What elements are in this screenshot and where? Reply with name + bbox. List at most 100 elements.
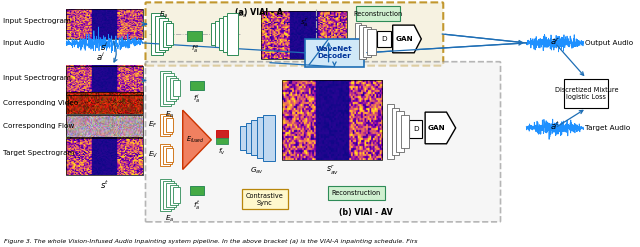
Text: $f_a^e$: $f_a^e$ — [191, 44, 198, 56]
Bar — [392, 108, 399, 155]
Bar — [188, 31, 202, 41]
Bar — [166, 148, 173, 162]
Text: Output Audio: Output Audio — [586, 40, 634, 46]
Bar — [170, 78, 178, 99]
Bar — [215, 21, 223, 47]
Bar — [328, 186, 385, 200]
Text: Input Audio: Input Audio — [3, 40, 45, 46]
Bar — [356, 6, 400, 21]
Polygon shape — [425, 112, 456, 144]
Text: Corresponding Flow: Corresponding Flow — [3, 123, 74, 129]
Text: Corresponding Video: Corresponding Video — [3, 100, 79, 106]
Bar — [242, 189, 288, 209]
Bar — [163, 21, 171, 47]
Text: $E_F$: $E_F$ — [148, 120, 158, 130]
Bar — [160, 179, 172, 211]
Bar — [363, 27, 371, 57]
Bar — [227, 13, 238, 55]
Text: Target Spectrogram: Target Spectrogram — [3, 150, 75, 156]
Bar — [166, 76, 176, 101]
Bar — [163, 146, 172, 164]
Polygon shape — [182, 110, 211, 169]
Text: $s_{av}^r$: $s_{av}^r$ — [326, 163, 339, 177]
Text: $f_v$: $f_v$ — [218, 147, 226, 157]
Bar — [190, 81, 204, 90]
Text: $s^t$: $s^t$ — [100, 178, 109, 191]
Bar — [67, 115, 143, 137]
Text: D: D — [413, 126, 419, 132]
Bar — [163, 116, 172, 134]
Bar — [190, 186, 204, 195]
Bar — [173, 81, 180, 96]
Bar — [67, 9, 143, 39]
Text: $E_{fused}$: $E_{fused}$ — [186, 135, 205, 145]
Bar — [257, 117, 268, 158]
Bar — [166, 118, 173, 132]
Text: $f_a^t$: $f_a^t$ — [193, 198, 201, 210]
Bar — [240, 126, 248, 150]
Text: Input Spectrogram: Input Spectrogram — [3, 18, 71, 24]
Text: $a^t$: $a^t$ — [550, 120, 560, 132]
Polygon shape — [393, 25, 421, 53]
Text: $E_V$: $E_V$ — [148, 149, 158, 160]
Bar — [282, 81, 382, 160]
Bar — [216, 130, 228, 138]
Text: $E_a$: $E_a$ — [159, 10, 168, 21]
Text: $f_a^i$: $f_a^i$ — [193, 93, 201, 106]
Bar — [160, 71, 172, 106]
Bar — [67, 138, 143, 175]
Bar — [160, 144, 170, 165]
Text: GAN: GAN — [428, 125, 445, 131]
Bar — [67, 92, 143, 114]
Text: Contrastive
Sync: Contrastive Sync — [246, 193, 284, 206]
Bar — [387, 104, 394, 159]
Text: Reconstruction: Reconstruction — [332, 190, 381, 196]
Text: (a) VIAI - A: (a) VIAI - A — [235, 8, 283, 17]
Bar — [170, 185, 178, 205]
Bar — [163, 73, 173, 104]
Text: (b) VIAI - AV: (b) VIAI - AV — [339, 208, 392, 217]
Bar — [151, 13, 163, 55]
Text: $a^r$: $a^r$ — [550, 35, 560, 47]
Bar — [261, 11, 347, 59]
Text: $E_a$: $E_a$ — [164, 214, 174, 224]
Text: Figure 3. The whole Vision-Infused Audio Inpainting system pipeline. In the abov: Figure 3. The whole Vision-Infused Audio… — [4, 239, 418, 244]
Bar — [378, 31, 391, 47]
Bar — [166, 23, 173, 45]
Bar — [211, 23, 218, 45]
Bar — [397, 111, 404, 152]
Bar — [355, 23, 361, 61]
Bar — [252, 120, 261, 155]
Bar — [263, 115, 275, 161]
Bar — [219, 18, 228, 50]
FancyBboxPatch shape — [145, 2, 444, 66]
Bar — [163, 181, 173, 209]
Bar — [401, 115, 410, 148]
Bar — [155, 16, 165, 52]
Bar — [359, 25, 366, 59]
Text: $G_{av}$: $G_{av}$ — [250, 165, 264, 176]
Bar — [305, 39, 364, 67]
Text: D: D — [381, 36, 387, 42]
Bar — [367, 29, 376, 55]
Text: Input Spectrogram: Input Spectrogram — [3, 75, 71, 81]
Text: WaveNet
Decoder: WaveNet Decoder — [316, 46, 353, 59]
Text: $s^i$: $s^i$ — [100, 41, 109, 53]
Text: Discretized Mixture
logistic Loss: Discretized Mixture logistic Loss — [555, 87, 618, 100]
Text: $G_a$: $G_a$ — [237, 10, 247, 21]
Bar — [160, 114, 170, 136]
Bar — [159, 18, 168, 50]
Bar — [246, 123, 254, 153]
Bar — [216, 138, 228, 144]
Text: $s_a^r$: $s_a^r$ — [300, 16, 308, 28]
Text: $E_a$: $E_a$ — [164, 110, 174, 120]
Bar — [223, 16, 233, 52]
Text: GAN: GAN — [396, 36, 413, 42]
Text: $a^i$: $a^i$ — [96, 51, 106, 63]
Text: Reconstruction: Reconstruction — [354, 11, 403, 17]
Bar — [564, 79, 609, 108]
Bar — [173, 187, 180, 203]
Bar — [67, 66, 143, 95]
Text: Target Audio: Target Audio — [586, 125, 630, 131]
Bar — [166, 183, 176, 207]
